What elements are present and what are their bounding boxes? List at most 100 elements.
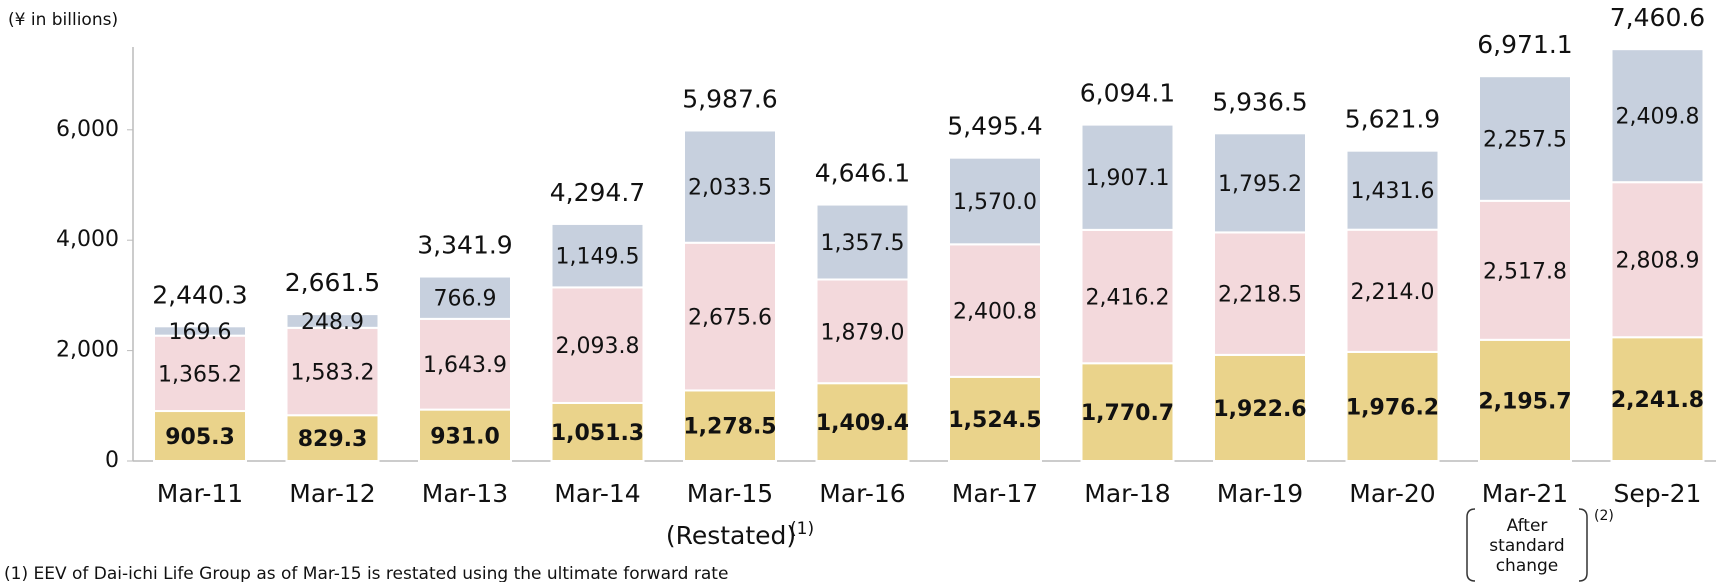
bar-segment	[1080, 362, 1175, 462]
bar-segment	[285, 414, 380, 462]
data-label: 2,416.2	[1086, 286, 1170, 311]
x-tick-label: Mar-16	[819, 479, 905, 508]
bar-segment	[683, 129, 777, 244]
bar-segment	[1213, 353, 1307, 462]
data-label: 931.0	[430, 424, 500, 449]
bar-segment	[153, 325, 247, 337]
bar-segment	[153, 334, 247, 413]
data-label: 2,195.7	[1478, 389, 1571, 414]
x-tick-label: Mar-18	[1084, 479, 1170, 508]
data-label: 1,524.5	[948, 408, 1041, 433]
y-tick-label: 6,000	[56, 117, 119, 142]
data-label: 1,770.7	[1081, 401, 1174, 426]
after-label: change	[1496, 556, 1559, 576]
total-label: 2,661.5	[285, 268, 380, 297]
data-label: 2,400.8	[953, 300, 1037, 325]
data-label: 248.9	[301, 310, 364, 335]
data-label: 2,409.8	[1616, 105, 1700, 130]
bar-segment	[550, 222, 645, 289]
x-tick-label: Mar-14	[554, 479, 640, 508]
bar-segment	[1610, 336, 1705, 463]
restated-note: (1)	[790, 519, 814, 539]
bar-segment	[1213, 132, 1307, 234]
data-label: 1,976.2	[1346, 395, 1439, 420]
total-label: 6,971.1	[1477, 30, 1572, 59]
total-label: 7,460.6	[1610, 3, 1705, 32]
bar-segment	[1345, 350, 1440, 462]
data-label: 2,517.8	[1483, 259, 1567, 284]
y-axis-label: (¥ in billions)	[8, 10, 118, 30]
total-label: 5,987.6	[682, 84, 777, 113]
after-label: After	[1507, 516, 1548, 536]
bar-segment	[948, 156, 1042, 246]
data-label: 1,409.4	[816, 411, 909, 436]
total-label: 4,294.7	[550, 178, 645, 207]
data-label: 1,922.6	[1213, 397, 1306, 422]
x-tick-label: Mar-17	[952, 479, 1038, 508]
data-label: 1,357.5	[821, 231, 905, 256]
after-note: (2)	[1594, 508, 1614, 524]
data-label: 905.3	[165, 425, 235, 450]
bar-segment	[1345, 149, 1440, 231]
x-tick-label: Mar-19	[1217, 479, 1303, 508]
bar-segment	[815, 382, 910, 462]
data-label: 2,214.0	[1351, 280, 1435, 305]
after-label: standard	[1489, 536, 1564, 556]
data-label: 2,675.6	[688, 306, 772, 331]
bar-segment	[1080, 123, 1175, 231]
bar-segment	[1610, 48, 1705, 184]
total-label: 3,341.9	[417, 231, 512, 260]
bar-segment	[153, 410, 247, 462]
data-label: 1,149.5	[556, 245, 640, 270]
data-label: 1,583.2	[291, 361, 375, 386]
bar-segment	[815, 278, 910, 385]
data-label: 1,365.2	[158, 362, 242, 387]
data-label: 1,570.0	[953, 190, 1037, 215]
footnote: (1) EEV of Dai-ichi Life Group as of Mar…	[4, 564, 728, 582]
data-label: 2,218.5	[1218, 283, 1302, 308]
total-label: 6,094.1	[1080, 79, 1175, 108]
bracket	[1466, 508, 1588, 582]
data-label: 1,278.5	[683, 415, 776, 440]
bar-segment	[683, 389, 777, 462]
data-label: 1,431.6	[1351, 179, 1435, 204]
y-tick-label: 2,000	[56, 338, 119, 363]
data-label: 1,907.1	[1086, 166, 1170, 191]
total-label: 2,440.3	[152, 280, 247, 309]
data-label: 766.9	[434, 287, 497, 312]
bar-segment	[948, 243, 1042, 378]
x-tick-label: Sep-21	[1614, 479, 1702, 508]
bar-segment	[418, 408, 512, 462]
bar-segment	[285, 313, 380, 329]
y-tick-label: 0	[105, 448, 119, 473]
data-label: 2,093.8	[556, 334, 640, 359]
x-tick-label: Mar-15	[687, 479, 773, 508]
data-label: 2,241.8	[1611, 388, 1704, 413]
total-label: 4,646.1	[815, 159, 910, 188]
data-label: 2,808.9	[1616, 249, 1700, 274]
data-label: 1,051.3	[551, 421, 644, 446]
data-label: 2,257.5	[1483, 128, 1567, 153]
x-tick-label: Mar-12	[289, 479, 375, 508]
data-label: 1,643.9	[423, 353, 507, 378]
x-tick-label: Mar-20	[1349, 479, 1435, 508]
data-label: 1,795.2	[1218, 172, 1302, 197]
bar-segment	[1478, 75, 1572, 202]
bar-segment	[418, 317, 512, 411]
data-label: 2,033.5	[688, 176, 772, 201]
data-label: 169.6	[169, 320, 232, 345]
data-label: 1,879.0	[821, 320, 905, 345]
x-tick-label: Mar-13	[422, 479, 508, 508]
bar-segment	[1213, 231, 1307, 356]
total-label: 5,495.4	[947, 112, 1042, 141]
restated-label: (Restated)	[666, 521, 796, 550]
bar-segment	[948, 375, 1042, 462]
bar-segment	[285, 326, 380, 417]
bar-segment	[418, 275, 512, 320]
bar-segment	[815, 203, 910, 281]
bar-segment	[1610, 181, 1705, 339]
total-label: 5,621.9	[1345, 105, 1440, 134]
total-label: 5,936.5	[1212, 87, 1307, 116]
y-tick-label: 4,000	[56, 227, 119, 252]
